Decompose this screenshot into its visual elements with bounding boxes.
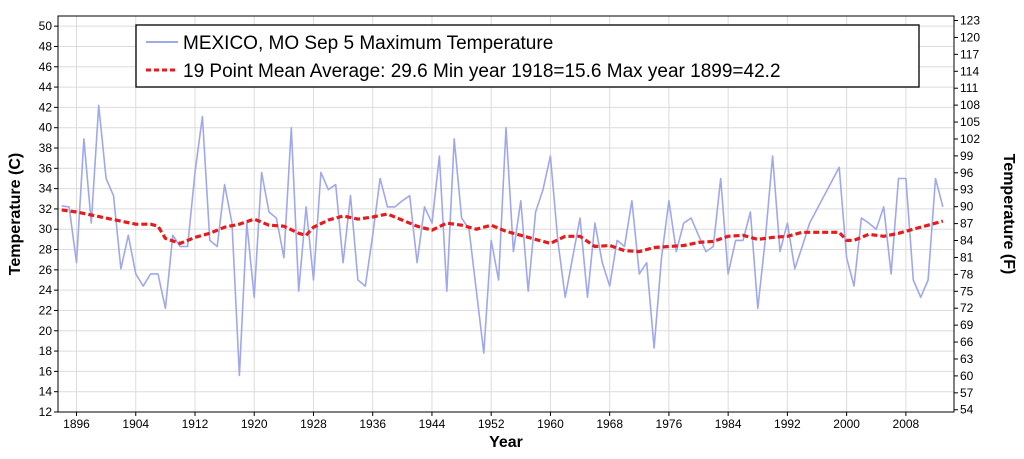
right-tick-label: 60 bbox=[960, 369, 974, 383]
x-tick-label: 1928 bbox=[300, 417, 327, 431]
x-axis-title: Year bbox=[489, 434, 523, 451]
left-tick-label: 46 bbox=[39, 60, 53, 74]
right-tick-label: 63 bbox=[960, 352, 974, 366]
left-tick-label: 18 bbox=[39, 344, 53, 358]
right-tick-label: 105 bbox=[960, 115, 980, 129]
right-tick-label: 111 bbox=[960, 81, 979, 95]
right-tick-label: 87 bbox=[960, 217, 974, 231]
right-tick-label: 78 bbox=[960, 267, 974, 281]
left-tick-label: 50 bbox=[39, 19, 53, 33]
x-tick-label: 1912 bbox=[182, 417, 209, 431]
right-tick-label: 81 bbox=[960, 250, 974, 264]
legend: MEXICO, MO Sep 5 Maximum Temperature 19 … bbox=[135, 24, 920, 88]
x-tick-label: 1936 bbox=[359, 417, 386, 431]
right-tick-label: 69 bbox=[960, 318, 974, 332]
x-tick-label: 1984 bbox=[715, 417, 742, 431]
right-tick-label: 114 bbox=[960, 64, 979, 78]
left-tick-label: 36 bbox=[39, 161, 53, 175]
left-tick-label: 20 bbox=[39, 324, 53, 338]
series-line-daily-max bbox=[61, 104, 944, 377]
left-tick-label: 28 bbox=[39, 243, 53, 257]
left-tick-label: 12 bbox=[39, 405, 53, 419]
right-axis-ticks: 54 57 60 63 66 69 72 75 78 81 84 87 90 93 96 99 102 105 10… bbox=[954, 14, 980, 417]
x-tick-label: 1968 bbox=[596, 417, 623, 431]
left-tick-label: 22 bbox=[39, 303, 53, 317]
right-tick-label: 66 bbox=[960, 335, 974, 349]
right-tick-label: 54 bbox=[960, 403, 974, 417]
left-tick-label: 14 bbox=[39, 385, 53, 399]
x-tick-label: 1952 bbox=[478, 417, 505, 431]
y-axis-title-left: Temperature (C) bbox=[7, 153, 24, 275]
right-tick-label: 96 bbox=[960, 166, 974, 180]
x-tick-label: 1896 bbox=[63, 417, 90, 431]
right-tick-label: 123 bbox=[960, 14, 980, 28]
legend-label-mean: 19 Point Mean Average: 29.6 Min year 191… bbox=[183, 61, 781, 82]
left-axis-ticks: 12 14 16 18 20 22 24 26 28 30 32 34 36 38 40 42 44 46 48 50 bbox=[39, 19, 58, 419]
left-tick-label: 48 bbox=[39, 39, 53, 53]
right-tick-label: 93 bbox=[960, 183, 974, 197]
right-tick-label: 117 bbox=[960, 47, 979, 61]
left-tick-label: 30 bbox=[39, 222, 53, 236]
left-tick-label: 42 bbox=[39, 100, 53, 114]
series-line-19pt-mean bbox=[61, 208, 944, 254]
x-axis-ticks: 1896 1904 1912 1920 1928 1936 1944 1952 1960 1968… bbox=[63, 412, 920, 431]
left-tick-label: 26 bbox=[39, 263, 53, 277]
y-axis-title-right: Temperature (F) bbox=[1000, 154, 1017, 275]
right-tick-label: 108 bbox=[960, 98, 980, 112]
right-tick-label: 102 bbox=[960, 132, 980, 146]
left-tick-label: 24 bbox=[39, 283, 53, 297]
x-tick-label: 1976 bbox=[656, 417, 683, 431]
x-tick-label: 2008 bbox=[893, 417, 920, 431]
left-tick-label: 38 bbox=[39, 141, 53, 155]
left-tick-label: 40 bbox=[39, 121, 53, 135]
x-tick-label: 1944 bbox=[419, 417, 446, 431]
series-layer bbox=[61, 104, 944, 377]
right-tick-label: 120 bbox=[960, 30, 980, 44]
right-tick-label: 90 bbox=[960, 200, 974, 214]
right-tick-label: 99 bbox=[960, 149, 974, 163]
right-tick-label: 84 bbox=[960, 234, 974, 248]
legend-box bbox=[135, 24, 920, 88]
right-tick-label: 75 bbox=[960, 284, 974, 298]
left-tick-label: 32 bbox=[39, 202, 53, 216]
x-tick-label: 1920 bbox=[241, 417, 268, 431]
right-tick-label: 72 bbox=[960, 301, 974, 315]
x-tick-label: 2000 bbox=[833, 417, 860, 431]
legend-label-raw: MEXICO, MO Sep 5 Maximum Temperature bbox=[183, 33, 553, 54]
left-tick-label: 34 bbox=[39, 182, 53, 196]
x-tick-label: 1904 bbox=[122, 417, 149, 431]
plot-area-frame bbox=[57, 15, 955, 413]
left-tick-label: 16 bbox=[39, 364, 53, 378]
x-tick-label: 1960 bbox=[537, 417, 564, 431]
left-tick-label: 44 bbox=[39, 80, 53, 94]
right-tick-label: 57 bbox=[960, 386, 974, 400]
x-tick-label: 1992 bbox=[774, 417, 801, 431]
